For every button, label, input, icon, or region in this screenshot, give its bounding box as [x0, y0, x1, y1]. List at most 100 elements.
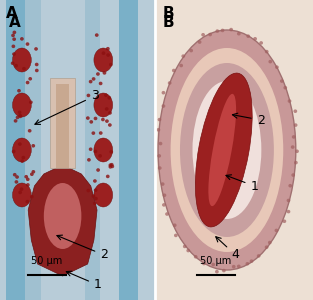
Ellipse shape — [22, 156, 25, 159]
Ellipse shape — [107, 96, 111, 100]
Ellipse shape — [20, 159, 24, 163]
Ellipse shape — [32, 170, 35, 174]
Ellipse shape — [257, 254, 260, 258]
Ellipse shape — [31, 144, 35, 148]
Ellipse shape — [275, 65, 279, 69]
Ellipse shape — [12, 38, 16, 41]
Ellipse shape — [173, 224, 177, 227]
Ellipse shape — [162, 194, 166, 197]
Ellipse shape — [259, 41, 263, 45]
Ellipse shape — [20, 37, 24, 41]
Text: B: B — [163, 6, 174, 21]
Bar — [56, 84, 69, 168]
Ellipse shape — [13, 48, 31, 72]
Ellipse shape — [16, 116, 19, 119]
Ellipse shape — [106, 53, 110, 57]
Ellipse shape — [291, 173, 295, 177]
Ellipse shape — [29, 100, 33, 104]
Ellipse shape — [109, 165, 112, 169]
Ellipse shape — [20, 187, 23, 191]
Ellipse shape — [222, 269, 226, 272]
Ellipse shape — [44, 183, 81, 249]
Ellipse shape — [94, 188, 97, 192]
Ellipse shape — [90, 120, 93, 124]
Ellipse shape — [232, 265, 236, 268]
Ellipse shape — [229, 28, 233, 31]
Ellipse shape — [11, 34, 15, 37]
Ellipse shape — [162, 203, 166, 207]
Ellipse shape — [13, 183, 31, 207]
Ellipse shape — [294, 123, 297, 127]
Ellipse shape — [89, 80, 93, 83]
Ellipse shape — [110, 165, 114, 168]
Ellipse shape — [105, 107, 109, 111]
Ellipse shape — [211, 263, 215, 266]
Ellipse shape — [108, 111, 112, 115]
Ellipse shape — [110, 163, 114, 166]
Ellipse shape — [91, 194, 95, 198]
Ellipse shape — [180, 63, 274, 237]
Ellipse shape — [283, 219, 286, 223]
Ellipse shape — [172, 69, 176, 72]
Ellipse shape — [183, 244, 187, 248]
Ellipse shape — [94, 117, 97, 120]
Ellipse shape — [30, 195, 34, 199]
Ellipse shape — [96, 72, 100, 76]
Text: 50 μm: 50 μm — [31, 256, 63, 266]
Ellipse shape — [35, 63, 38, 66]
Ellipse shape — [283, 86, 287, 89]
Ellipse shape — [18, 190, 22, 194]
Text: 2: 2 — [57, 235, 108, 262]
Ellipse shape — [18, 142, 22, 146]
Ellipse shape — [168, 81, 172, 85]
Bar — [155, 0, 313, 300]
Ellipse shape — [102, 51, 105, 55]
Ellipse shape — [162, 91, 165, 94]
Ellipse shape — [101, 118, 105, 121]
Ellipse shape — [94, 93, 113, 117]
Bar — [25, 0, 41, 300]
Ellipse shape — [268, 241, 272, 244]
Ellipse shape — [269, 60, 272, 63]
Ellipse shape — [179, 64, 183, 67]
Ellipse shape — [288, 184, 292, 188]
Ellipse shape — [98, 154, 102, 158]
Bar — [119, 0, 138, 300]
Ellipse shape — [158, 30, 296, 270]
Ellipse shape — [287, 199, 290, 202]
Ellipse shape — [87, 158, 91, 162]
Ellipse shape — [14, 119, 18, 123]
Ellipse shape — [26, 42, 29, 46]
Ellipse shape — [92, 77, 95, 81]
Ellipse shape — [109, 163, 112, 167]
Ellipse shape — [18, 114, 22, 117]
Ellipse shape — [215, 29, 219, 33]
Ellipse shape — [265, 50, 269, 53]
Ellipse shape — [11, 61, 14, 65]
Bar — [50, 78, 75, 168]
Ellipse shape — [280, 79, 284, 83]
Ellipse shape — [13, 138, 31, 162]
Ellipse shape — [159, 142, 162, 146]
Ellipse shape — [95, 33, 99, 37]
Ellipse shape — [12, 44, 15, 48]
Ellipse shape — [28, 77, 32, 81]
Bar — [6, 0, 25, 300]
Ellipse shape — [161, 182, 165, 186]
Ellipse shape — [189, 49, 193, 52]
Ellipse shape — [246, 34, 250, 38]
Ellipse shape — [94, 138, 113, 162]
Ellipse shape — [96, 168, 100, 172]
Ellipse shape — [104, 93, 108, 97]
Ellipse shape — [93, 179, 97, 183]
Ellipse shape — [287, 210, 290, 213]
Ellipse shape — [208, 33, 212, 36]
Ellipse shape — [106, 175, 110, 178]
Ellipse shape — [26, 183, 30, 187]
Text: A: A — [6, 6, 18, 21]
Ellipse shape — [13, 173, 17, 176]
Ellipse shape — [93, 202, 97, 205]
Ellipse shape — [35, 69, 39, 72]
Ellipse shape — [89, 147, 93, 151]
Ellipse shape — [291, 145, 295, 149]
